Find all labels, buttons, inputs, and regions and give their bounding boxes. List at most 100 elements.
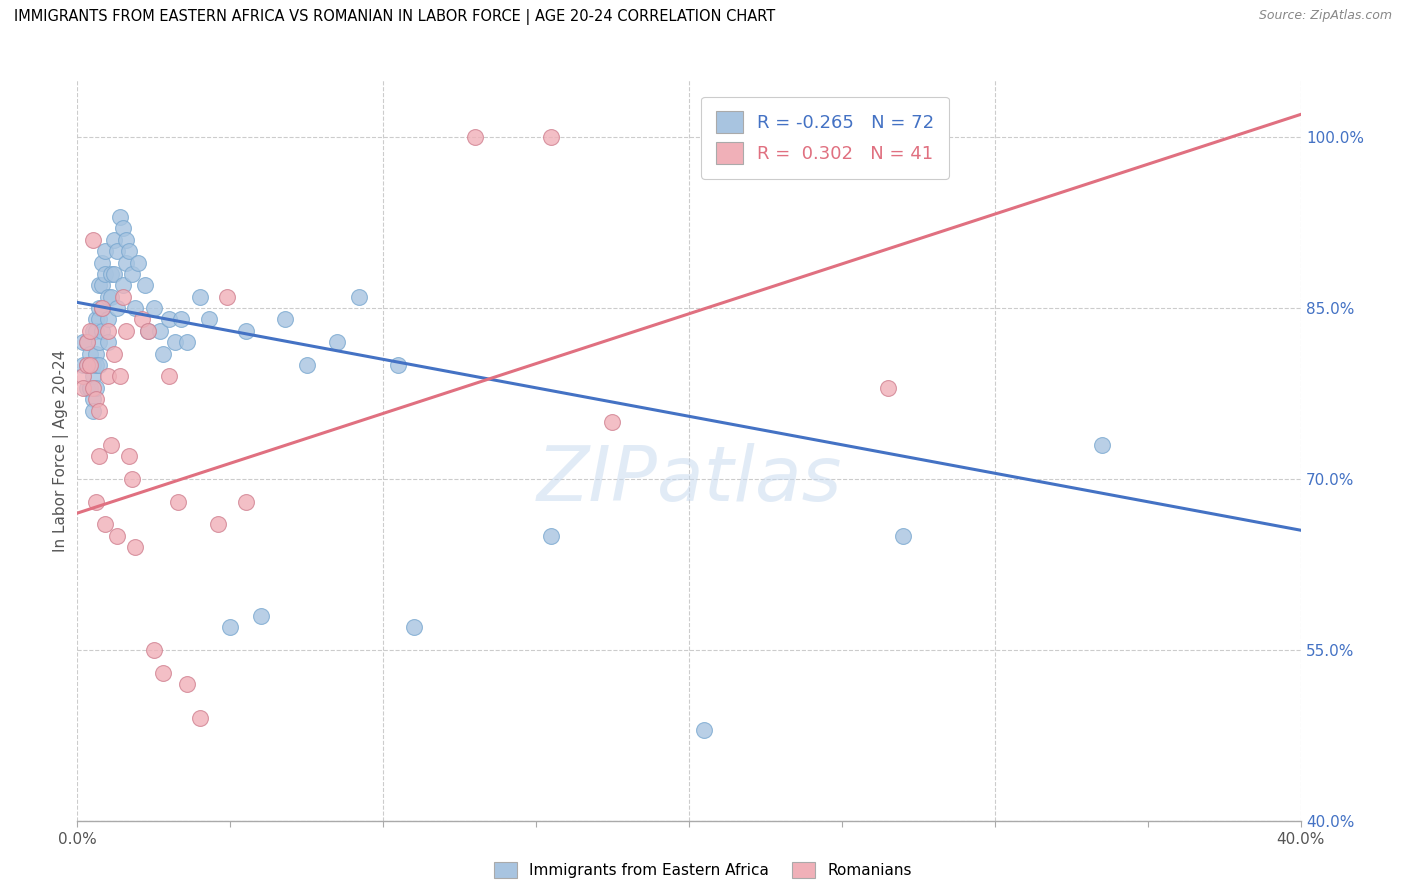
Point [118, 449, 141, 463]
Point [347, 290, 370, 304]
Point [79, 358, 101, 372]
Point [90, 255, 112, 269]
Point [97, 335, 120, 350]
Point [84, 358, 107, 372]
Point [134, 278, 156, 293]
Point [72, 381, 94, 395]
Point [387, 358, 409, 372]
Point [87, 449, 110, 463]
Point [142, 642, 165, 657]
Point [87, 278, 110, 293]
Point [84, 324, 107, 338]
Point [97, 324, 120, 338]
Point [84, 392, 107, 407]
Point [891, 529, 914, 543]
Point [124, 541, 146, 555]
Point [152, 665, 174, 680]
Point [97, 312, 120, 326]
Point [326, 335, 349, 350]
Point [112, 278, 135, 293]
Point [84, 494, 107, 508]
Point [79, 381, 101, 395]
Point [72, 358, 94, 372]
Point [105, 301, 128, 315]
Point [103, 233, 125, 247]
Point [97, 290, 120, 304]
Point [84, 381, 107, 395]
Point [217, 290, 239, 304]
Point [100, 267, 122, 281]
Point [76, 381, 98, 395]
Point [219, 620, 242, 634]
Point [136, 324, 159, 338]
Point [693, 723, 716, 737]
Point [198, 312, 221, 326]
Point [188, 290, 211, 304]
Point [142, 301, 165, 315]
Point [157, 312, 180, 326]
Point [108, 369, 131, 384]
Point [79, 346, 101, 360]
Point [115, 233, 138, 247]
Point [82, 392, 104, 407]
Point [103, 267, 125, 281]
Point [118, 244, 141, 259]
Point [602, 415, 624, 429]
Point [94, 244, 117, 259]
Point [82, 403, 104, 417]
Point [87, 312, 110, 326]
Point [157, 369, 180, 384]
Point [79, 381, 101, 395]
Point [72, 369, 94, 384]
Point [295, 358, 318, 372]
Point [79, 324, 101, 338]
Point [84, 312, 107, 326]
Point [1091, 438, 1114, 452]
Point [149, 324, 172, 338]
Point [176, 677, 198, 691]
Y-axis label: In Labor Force | Age 20-24: In Labor Force | Age 20-24 [53, 350, 69, 551]
Point [105, 529, 128, 543]
Point [76, 358, 98, 372]
Point [207, 517, 229, 532]
Point [76, 335, 98, 350]
Text: Source: ZipAtlas.com: Source: ZipAtlas.com [1258, 9, 1392, 22]
Text: ZIPatlas: ZIPatlas [536, 443, 842, 517]
Point [108, 210, 131, 224]
Point [94, 517, 117, 532]
Point [82, 381, 104, 395]
Point [176, 335, 198, 350]
Point [94, 267, 117, 281]
Point [90, 324, 112, 338]
Point [274, 312, 297, 326]
Point [131, 312, 153, 326]
Point [97, 369, 120, 384]
Point [769, 130, 792, 145]
Point [115, 324, 138, 338]
Point [250, 608, 273, 623]
Point [235, 324, 257, 338]
Point [540, 130, 562, 145]
Point [82, 358, 104, 372]
Point [76, 358, 98, 372]
Point [87, 335, 110, 350]
Point [100, 438, 122, 452]
Point [167, 494, 190, 508]
Point [124, 301, 146, 315]
Point [90, 301, 112, 315]
Point [152, 346, 174, 360]
Point [82, 233, 104, 247]
Text: IMMIGRANTS FROM EASTERN AFRICA VS ROMANIAN IN LABOR FORCE | AGE 20-24 CORRELATIO: IMMIGRANTS FROM EASTERN AFRICA VS ROMANI… [14, 9, 775, 25]
Point [84, 346, 107, 360]
Point [170, 312, 193, 326]
Point [90, 301, 112, 315]
Point [105, 244, 128, 259]
Legend: R = -0.265   N = 72, R =  0.302   N = 41: R = -0.265 N = 72, R = 0.302 N = 41 [702, 96, 949, 178]
Point [79, 358, 101, 372]
Point [112, 221, 135, 235]
Point [235, 494, 257, 508]
Point [165, 335, 187, 350]
Point [464, 130, 486, 145]
Point [540, 529, 562, 543]
Point [402, 620, 425, 634]
